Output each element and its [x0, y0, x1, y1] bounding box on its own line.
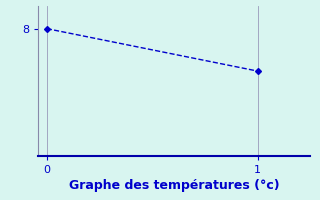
X-axis label: Graphe des températures (°c): Graphe des températures (°c) [69, 179, 280, 192]
